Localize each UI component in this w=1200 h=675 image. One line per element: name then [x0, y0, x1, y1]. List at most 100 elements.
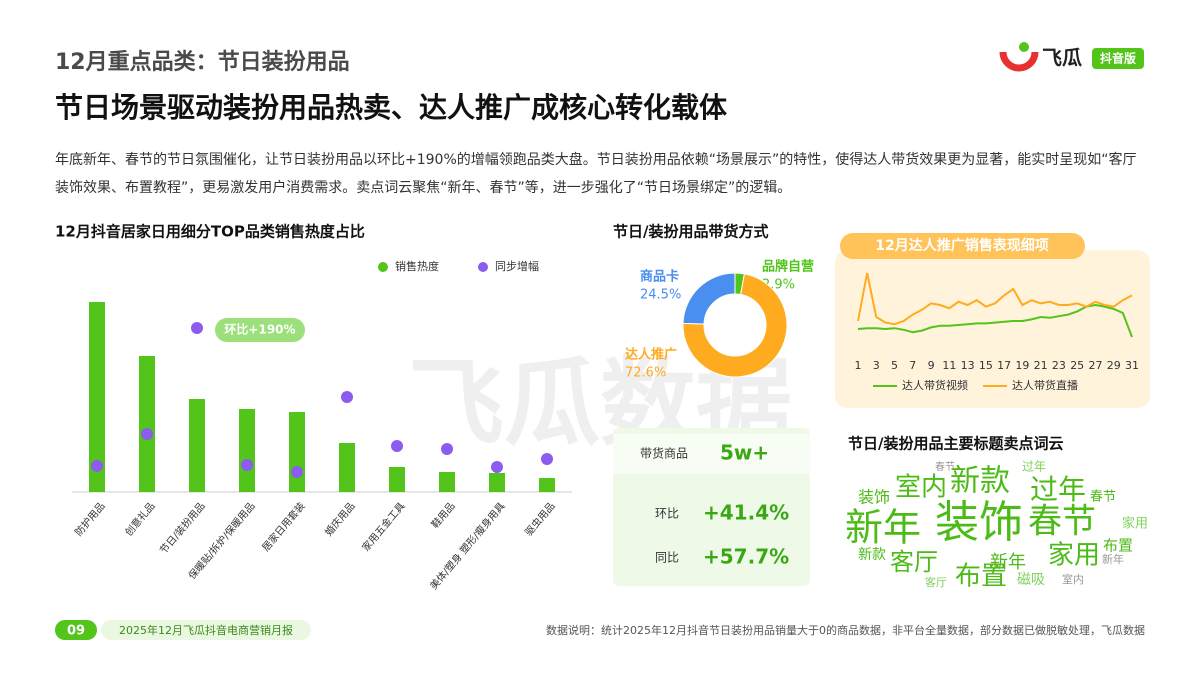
- x-tick-label: 驱虫用品: [523, 500, 558, 538]
- section-title: 12月重点品类：节日装扮用品: [55, 50, 350, 75]
- logo-dot: [1019, 42, 1029, 52]
- bar: [539, 478, 555, 492]
- annotation: 环比+190%: [224, 322, 295, 337]
- legend-swatch: [378, 262, 388, 272]
- report-name: 2025年12月飞瓜抖音电商营销月报: [119, 623, 293, 637]
- x-tick-label: 防护用品: [72, 500, 108, 539]
- bar: [339, 443, 355, 492]
- page-pill: [55, 620, 97, 640]
- cloud-word: 装饰: [858, 488, 890, 507]
- panel: [835, 250, 1150, 408]
- bar: [439, 472, 455, 492]
- x-tick-label: 27: [1088, 359, 1102, 372]
- bar: [89, 302, 105, 492]
- intro: 年底新年、春节的节日氛围催化，让节日装扮用品以环比+190%的增幅领跑品类大盘。…: [55, 152, 1137, 196]
- legend-label: 同步增幅: [495, 259, 539, 273]
- chart-title: 节日/装扮用品带货方式: [613, 223, 768, 241]
- cloud-word: 家用: [1048, 541, 1100, 571]
- dot: [341, 391, 353, 403]
- x-tick-label: 节日/装扮用品: [157, 500, 208, 557]
- slice-value: 24.5%: [640, 288, 681, 303]
- logo-icon: [999, 51, 1039, 72]
- x-tick-label: 11: [942, 359, 956, 372]
- x-tick-label: 1: [855, 359, 862, 372]
- x-tick-label: 9: [928, 359, 935, 372]
- x-tick-label: 居家日用套装: [259, 500, 308, 554]
- slice-label: 品牌自营: [762, 259, 814, 275]
- dot: [541, 453, 553, 465]
- x-tick-label: 婚庆用品: [322, 500, 358, 539]
- logo-badge: [1092, 48, 1144, 69]
- cloud-word: 过年: [1022, 460, 1046, 474]
- bar: [139, 356, 155, 492]
- x-tick-label: 23: [1052, 359, 1066, 372]
- slice: [682, 273, 788, 378]
- stat-label: 带货商品: [640, 446, 688, 461]
- legend-label: 销售热度: [395, 259, 439, 273]
- cloud-word: 布置: [1103, 537, 1133, 555]
- cloud-word: 新年: [990, 552, 1026, 573]
- x-tick-label: 31: [1125, 359, 1139, 372]
- cloud-word: 新年: [1102, 552, 1124, 566]
- footnote: 数据说明：统计2025年12月抖音节日装扮用品销量大于0的商品数据，非平台全量数…: [546, 623, 1145, 637]
- x-tick-label: 5: [891, 359, 898, 372]
- slice-label: 商品卡: [640, 269, 679, 285]
- dot: [141, 428, 153, 440]
- x-tick-label: 15: [979, 359, 993, 372]
- x-tick-label: 29: [1107, 359, 1121, 372]
- chart-title: 12月抖音居家日用细分TOP品类销售热度占比: [55, 223, 365, 241]
- x-tick-label: 创意礼品: [122, 500, 158, 539]
- x-tick-label: 19: [1015, 359, 1029, 372]
- x-tick-label: 21: [1034, 359, 1048, 372]
- line: [857, 272, 1133, 326]
- cloud-word: 春节: [935, 461, 955, 473]
- dot: [291, 466, 303, 478]
- wordcloud-title: 节日/装扮用品主要标题卖点词云: [848, 435, 1063, 453]
- dot: [491, 461, 503, 473]
- cloud-word: 家用: [1122, 516, 1148, 532]
- cloud-word: 新款: [858, 547, 886, 563]
- cloud-word: 春节: [1028, 502, 1096, 542]
- logo-text: 飞瓜: [1042, 46, 1082, 70]
- cloud-word: 装饰: [935, 497, 1023, 548]
- cloud-word: 客厅: [890, 548, 938, 576]
- stat-label: 环比: [655, 507, 679, 521]
- chart-title: 12月达人推广销售表现细项: [875, 237, 1048, 254]
- bar: [389, 467, 405, 492]
- slice-value: 72.6%: [625, 366, 666, 381]
- logo-badge-text: 抖音版: [1100, 51, 1136, 66]
- annotation-pill: [215, 318, 305, 342]
- cloud-word: 春节: [1090, 490, 1116, 505]
- bar: [189, 399, 205, 492]
- title-pill: [840, 233, 1085, 259]
- slice-label: 达人推广: [625, 347, 677, 363]
- bar: [239, 409, 255, 492]
- stat-value: +41.4%: [703, 501, 789, 525]
- cloud-word: 新款: [950, 464, 1010, 499]
- report-pill: [101, 620, 311, 640]
- dot: [391, 440, 403, 452]
- stat-value: +57.7%: [703, 545, 789, 569]
- page-title: 节日场景驱动装扮用品热卖、达人推广成核心转化载体: [55, 91, 728, 124]
- cloud-word: 室内: [1062, 572, 1084, 586]
- cloud-word: 新年: [845, 506, 921, 550]
- stat-value: 5w+: [720, 441, 769, 465]
- legend-label: 达人带货直播: [1012, 378, 1078, 392]
- cloud-word: 磁吸: [1017, 572, 1045, 588]
- dot: [191, 322, 203, 334]
- slice: [682, 272, 736, 325]
- stats-row-bg: [613, 434, 810, 474]
- dot: [91, 460, 103, 472]
- cloud-word: 布置: [955, 562, 1007, 592]
- legend-label: 达人带货视频: [902, 378, 968, 392]
- cloud-word: 室内: [895, 473, 947, 503]
- x-tick-label: 鞋用品: [428, 500, 457, 531]
- stat-label: 同比: [655, 551, 679, 565]
- dot: [241, 459, 253, 471]
- x-tick-label: 25: [1070, 359, 1084, 372]
- x-tick-label: 家用五金工具: [359, 500, 408, 554]
- x-tick-label: 7: [909, 359, 916, 372]
- dot: [441, 443, 453, 455]
